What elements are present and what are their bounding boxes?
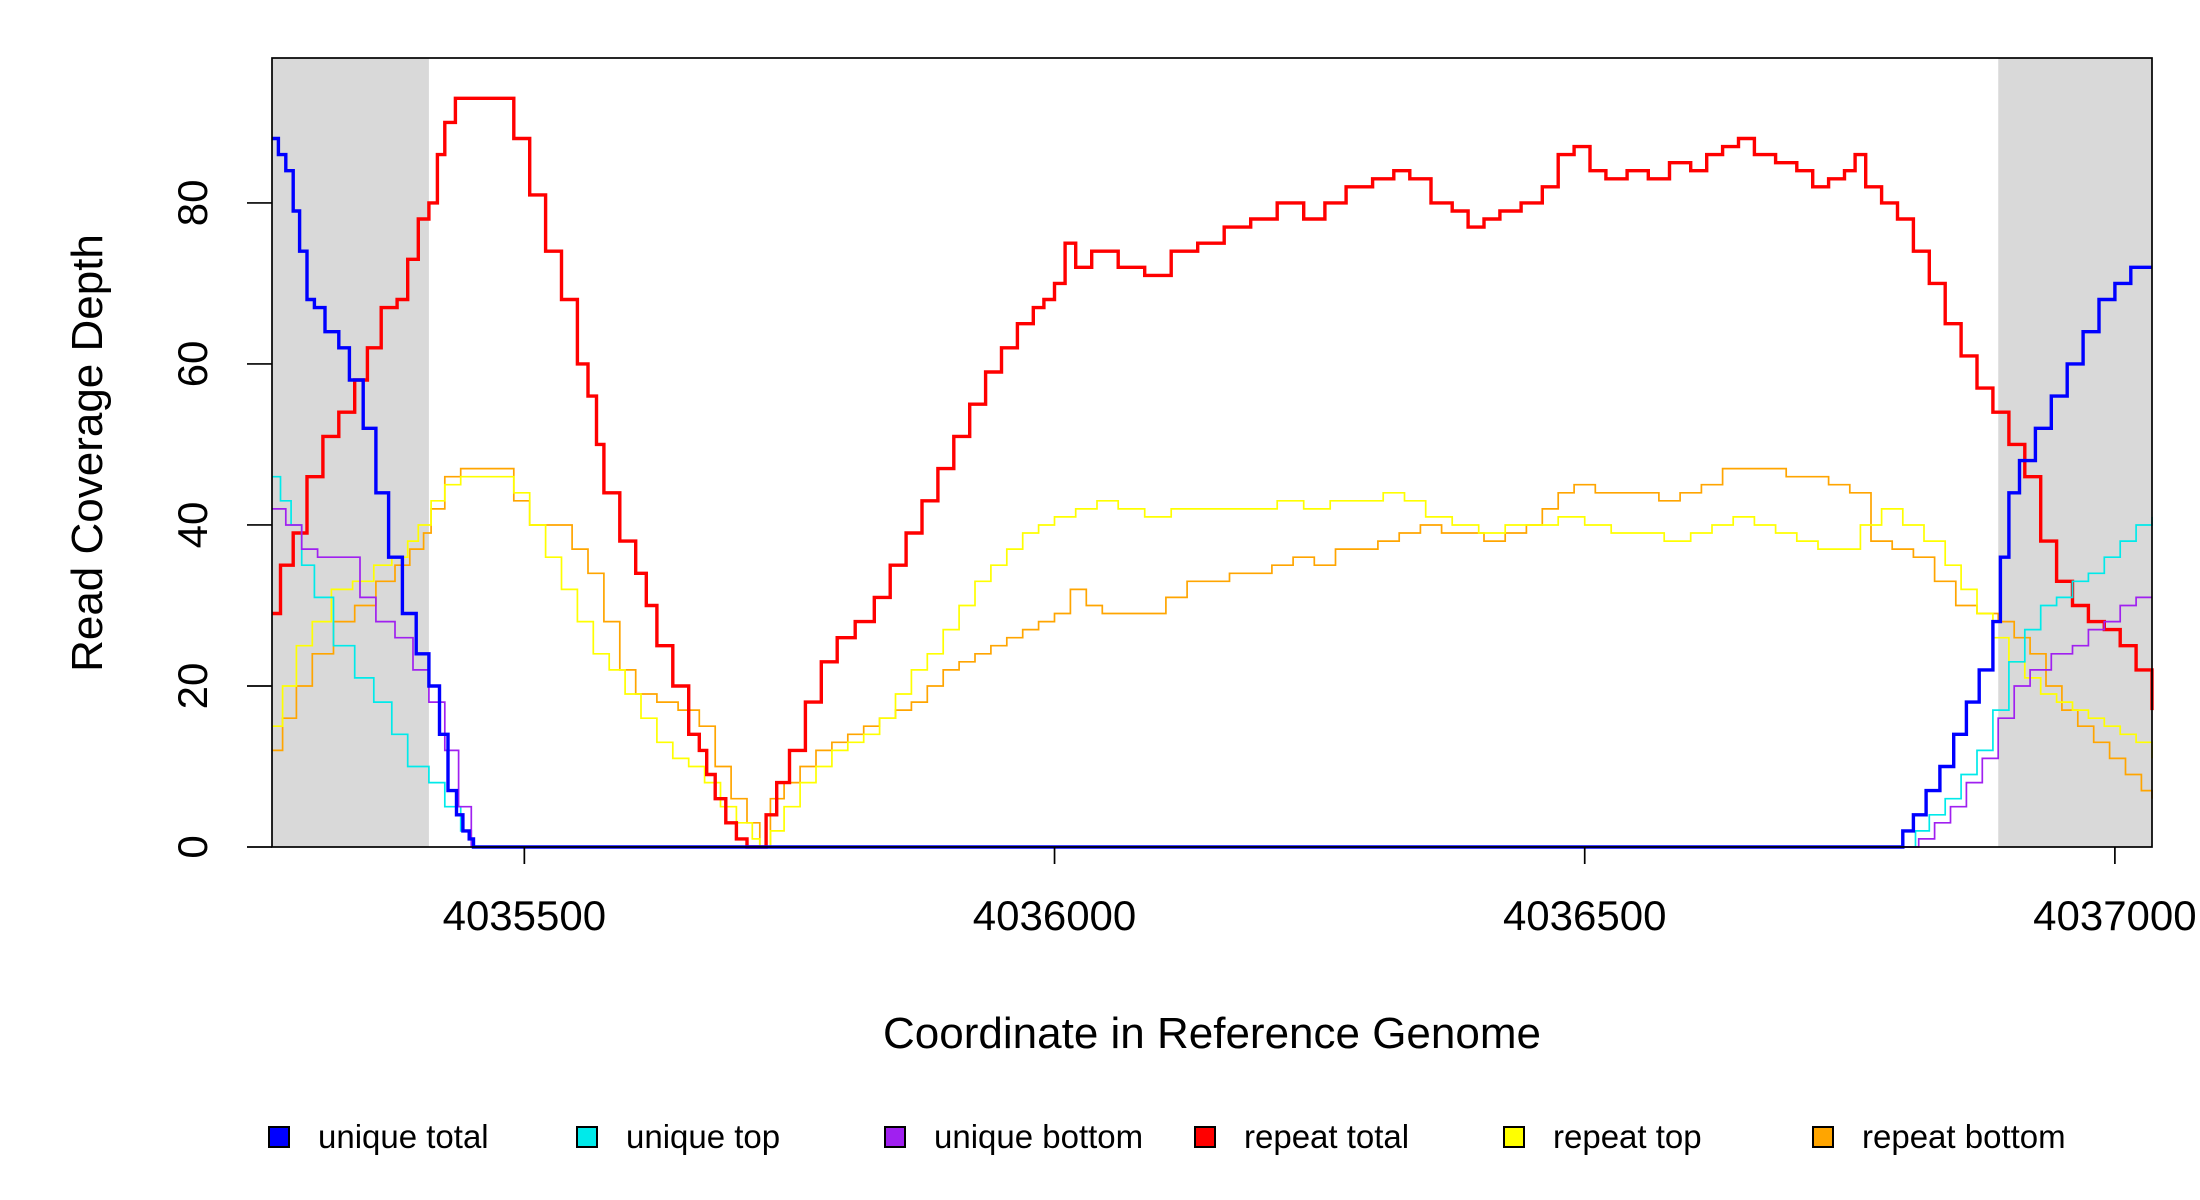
shaded-region-1 [1998,58,2152,847]
legend: unique total unique top unique bottom repea… [0,1112,2200,1162]
legend-label: unique bottom [934,1118,1144,1155]
series-line-repeat-top [272,475,2153,848]
x-axis: 4035500 4036000 4036500 4037000 [443,847,2197,939]
y-tick-label: 40 [169,502,216,549]
x-tick-label: 4036000 [973,892,1137,939]
y-axis-label: Read Coverage Depth [63,234,112,672]
legend-item: unique top [576,1112,780,1162]
legend-item: repeat top [1503,1112,1702,1162]
x-axis-label: Coordinate in Reference Genome [883,1009,1541,1058]
legend-item: repeat total [1194,1112,1409,1162]
y-tick-label: 0 [169,835,216,858]
x-tick-label: 4036500 [1503,892,1667,939]
legend-label: unique total [318,1118,489,1155]
shaded-region-0 [272,58,429,847]
legend-item: unique total [268,1112,489,1162]
series-line-unique-total [272,136,2152,849]
x-tick-label: 4035500 [443,892,607,939]
y-tick-label: 20 [169,663,216,710]
shaded-regions [272,58,2152,847]
legend-item: repeat bottom [1812,1112,2066,1162]
y-tick-label: 60 [169,341,216,388]
legend-label: repeat bottom [1862,1118,2066,1155]
plot-frame [271,57,2153,848]
legend-label: repeat total [1244,1118,1410,1155]
legend-swatch [576,1126,598,1148]
x-tick-label: 4037000 [2033,892,2197,939]
legend-swatch [884,1126,906,1148]
legend-swatch [1812,1126,1834,1148]
series-line-repeat-bottom [272,467,2153,848]
series-lines [272,96,2154,849]
y-axis: 0 20 40 60 80 [169,180,272,859]
series-line-unique-bottom [272,508,2152,848]
legend-swatch [268,1126,290,1148]
legend-label: repeat top [1553,1118,1702,1155]
series-line-unique-top [272,475,2153,848]
series-line-repeat-total [272,96,2154,849]
legend-item: unique bottom [884,1112,1143,1162]
legend-swatch [1503,1126,1525,1148]
legend-swatch [1194,1126,1216,1148]
y-tick-label: 80 [169,180,216,227]
legend-label: unique top [626,1118,781,1155]
